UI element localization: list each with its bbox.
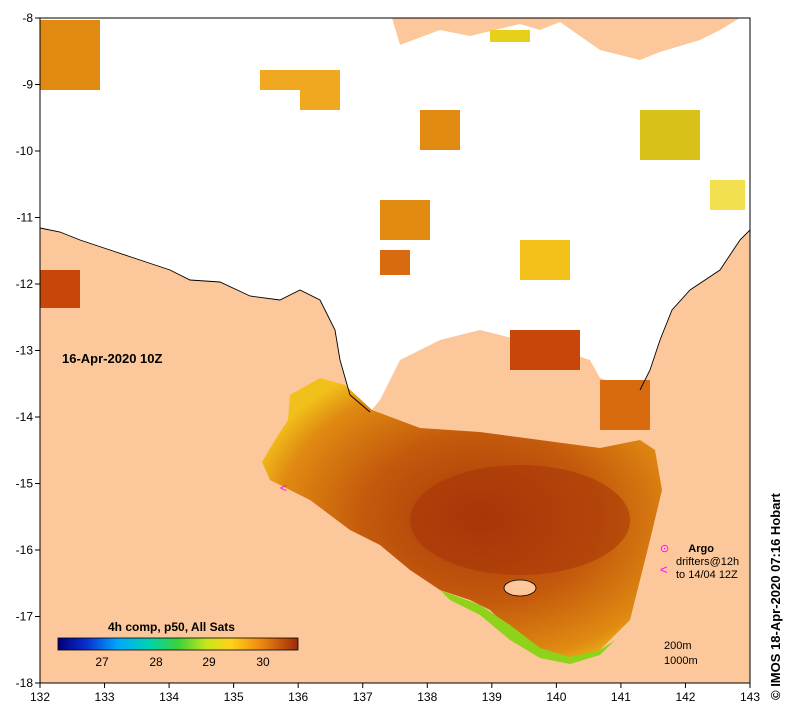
sst-patches bbox=[40, 20, 745, 430]
map-plot-area: < bbox=[40, 18, 750, 683]
x-tick-label: 140 bbox=[546, 690, 566, 704]
y-tick-label: -18 bbox=[16, 676, 34, 690]
x-tick-label: 132 bbox=[30, 690, 50, 704]
contour-1000m-label: 1000m bbox=[664, 655, 698, 667]
x-axis: 132 133 134 135 136 137 138 139 140 141 142 143 bbox=[30, 683, 760, 704]
colorbar-tick: 29 bbox=[202, 655, 216, 669]
y-tick-label: -11 bbox=[17, 211, 34, 225]
x-tick-label: 143 bbox=[740, 690, 760, 704]
x-tick-label: 141 bbox=[611, 690, 631, 704]
x-tick-label: 139 bbox=[482, 690, 502, 704]
y-tick-label: -13 bbox=[16, 344, 34, 358]
island bbox=[503, 579, 537, 597]
argo-symbol-icon: ⊙ bbox=[660, 543, 670, 555]
coastal-cool-strip bbox=[440, 590, 615, 664]
y-tick-label: -17 bbox=[16, 610, 34, 624]
drifter-marker: < bbox=[280, 481, 287, 495]
drifters-period-label: to 14/04 12Z bbox=[676, 569, 738, 581]
y-tick-label: -12 bbox=[16, 277, 34, 291]
argo-legend: ⊙ Argo bbox=[660, 542, 714, 555]
y-tick-label: -15 bbox=[16, 477, 34, 491]
x-tick-label: 134 bbox=[159, 690, 179, 704]
x-tick-label: 142 bbox=[675, 690, 695, 704]
contour-200m-label: 200m bbox=[664, 640, 692, 652]
colorbar bbox=[57, 637, 299, 651]
argo-label: Argo bbox=[688, 543, 714, 555]
coastline-east bbox=[639, 229, 750, 391]
x-tick-label: 136 bbox=[288, 690, 308, 704]
sst-warm-core bbox=[410, 465, 630, 575]
colorbar-tick: 28 bbox=[149, 655, 163, 669]
y-tick-label: -10 bbox=[16, 144, 34, 158]
date-label: 16-Apr-2020 10Z bbox=[62, 351, 163, 366]
colorbar-tick: 30 bbox=[256, 655, 270, 669]
y-tick-label: -9 bbox=[22, 78, 33, 92]
y-tick-label: -8 bbox=[22, 11, 33, 25]
drifters-label: drifters@12h bbox=[676, 556, 740, 568]
coastline-west bbox=[40, 227, 371, 413]
drifter-symbol-icon: < bbox=[660, 562, 668, 577]
x-tick-label: 135 bbox=[224, 690, 244, 704]
x-tick-label: 137 bbox=[353, 690, 373, 704]
y-tick-label: -14 bbox=[16, 410, 34, 424]
colorbar-tick: 27 bbox=[95, 655, 109, 669]
y-tick-label: -16 bbox=[16, 543, 34, 557]
x-tick-label: 133 bbox=[95, 690, 115, 704]
colorbar-title: 4h comp, p50, All Sats bbox=[108, 620, 235, 634]
y-axis: -8 -9 -10 -11 -12 -13 -14 -15 -16 -17 -18 bbox=[16, 11, 40, 690]
x-tick-label: 138 bbox=[417, 690, 437, 704]
credit-text: © IMOS 18-Apr-2020 07:16 Hobart bbox=[768, 493, 783, 700]
